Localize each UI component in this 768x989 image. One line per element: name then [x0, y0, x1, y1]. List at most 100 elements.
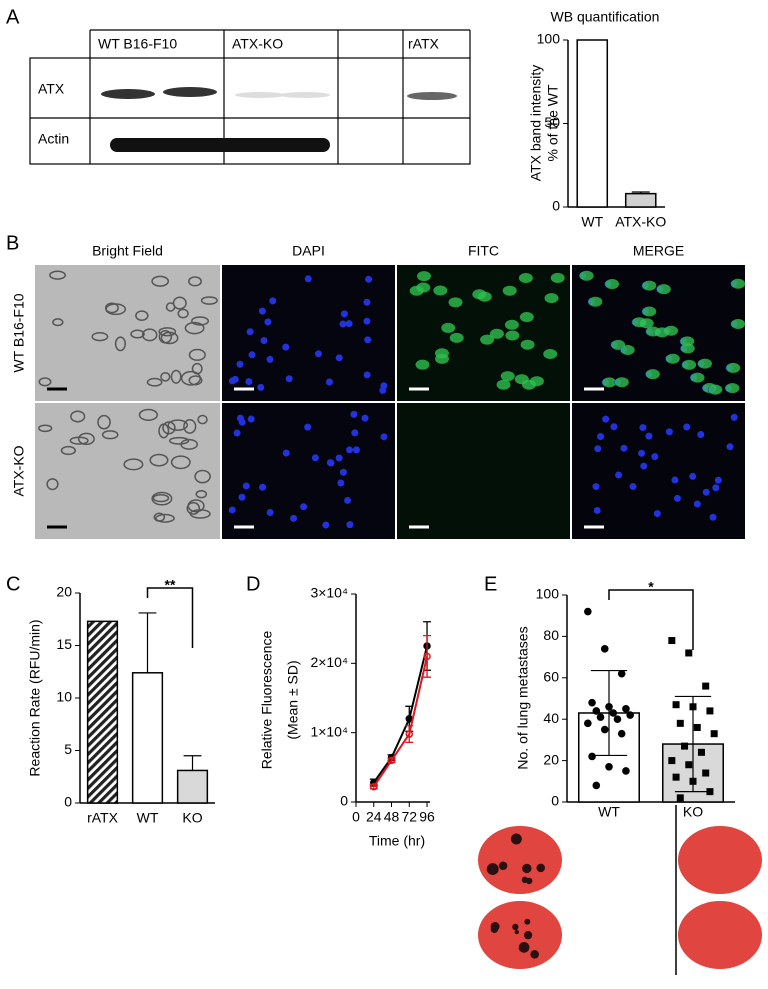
panel-label: E [484, 573, 497, 595]
x-tick-label: ATX-KO [615, 214, 666, 230]
cell [186, 501, 201, 515]
nucleus [665, 428, 673, 436]
bar [86, 620, 119, 804]
cell [180, 370, 202, 386]
nucleus [248, 351, 256, 359]
fitc [504, 319, 519, 330]
cell [158, 423, 170, 439]
nucleus [363, 371, 371, 379]
fitc [519, 312, 534, 323]
fitc [642, 280, 657, 291]
nucleus [314, 350, 322, 358]
x-tick-label: 72 [401, 809, 417, 825]
fitc [514, 374, 529, 385]
nucleus [352, 446, 360, 454]
nucleus [683, 423, 691, 431]
nucleus [693, 500, 701, 508]
cell [151, 275, 170, 287]
cell [197, 414, 208, 425]
nucleus [345, 320, 353, 328]
x-tick-label: 24 [366, 809, 382, 825]
nucleus [697, 431, 705, 439]
metastasis [523, 931, 533, 940]
cell [183, 419, 197, 434]
data-point [605, 763, 613, 771]
error-bar [423, 634, 432, 678]
metastasis [498, 861, 508, 870]
nucleus [350, 410, 358, 418]
column-header: Bright Field [92, 243, 163, 259]
data-point [370, 782, 378, 791]
micrograph [35, 403, 220, 539]
row-label: Actin [38, 131, 69, 147]
y-axis-label: % of the WT [545, 84, 561, 161]
y-tick-label: 0 [64, 794, 72, 810]
nucleus [364, 336, 372, 344]
fitc [448, 297, 463, 308]
y-tick-label: 1×10⁴ [310, 723, 348, 739]
cell [188, 276, 202, 287]
y-tick-label: 40 [543, 710, 559, 726]
cell [123, 458, 144, 471]
data-point [592, 707, 601, 715]
nucleus [300, 503, 308, 511]
cell [38, 377, 52, 387]
x-axis-label: Time (hr) [369, 833, 425, 849]
panel-label: A [6, 6, 20, 28]
nucleus [380, 433, 388, 441]
cell [194, 469, 211, 484]
column-header: DAPI [292, 243, 325, 259]
fitc [620, 344, 635, 355]
y-axis-label: No. of lung metastases [515, 626, 531, 769]
data-point [689, 777, 697, 785]
y-axis-label: Reaction Rate (RFU/min) [27, 619, 43, 776]
metastasis [530, 950, 539, 959]
cell [162, 421, 176, 435]
data-point [588, 752, 596, 761]
nucleus [615, 471, 623, 479]
significance-bracket [608, 589, 694, 650]
data-point [693, 723, 701, 731]
nucleus [602, 415, 610, 423]
nucleus [593, 506, 601, 514]
fitc [520, 339, 535, 350]
nucleus [260, 336, 268, 344]
cell [38, 424, 53, 433]
fitc [505, 330, 520, 341]
metastasis [512, 923, 519, 931]
cell [172, 296, 187, 310]
fitc [680, 343, 695, 354]
data-point [600, 645, 609, 653]
nucleus [640, 462, 648, 470]
nucleus [629, 483, 637, 491]
nucleus [266, 355, 274, 363]
fitc [731, 278, 746, 289]
data-point [622, 767, 630, 775]
micrograph [222, 403, 395, 539]
nucleus [304, 423, 312, 431]
data-point [702, 769, 710, 777]
y-tick-label: 100 [536, 586, 560, 602]
y-tick-label: 2×10⁴ [310, 654, 348, 670]
fitc [433, 285, 448, 296]
nucleus [653, 510, 661, 518]
significance: ** [165, 577, 176, 593]
nucleus [246, 328, 254, 336]
nucleus [638, 449, 646, 457]
fitc [544, 293, 559, 304]
lane-label: WT B16-F10 [98, 36, 177, 52]
bar [176, 769, 209, 804]
y-tick-label: 5 [64, 741, 72, 757]
data-point [387, 756, 396, 765]
nucleus [651, 453, 659, 461]
fitc [682, 359, 697, 370]
nucleus [285, 375, 293, 383]
cell [114, 336, 126, 352]
cell [152, 493, 170, 503]
fitc [518, 273, 533, 284]
nucleus [231, 375, 239, 383]
cell [189, 509, 211, 519]
cell [149, 453, 169, 467]
row-label: WT B16-F10 [11, 293, 27, 372]
cell [177, 308, 189, 319]
